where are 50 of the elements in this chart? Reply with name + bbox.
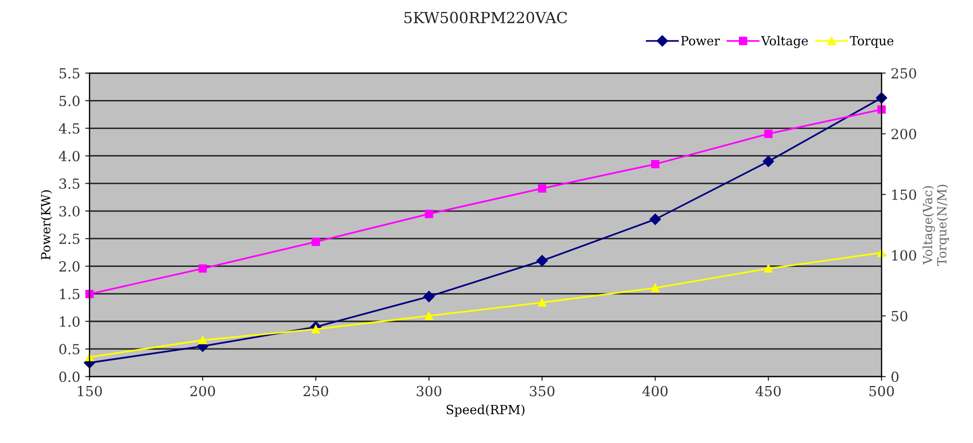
x-tick-label: 250 bbox=[303, 386, 328, 396]
y-tick-label: 3.0 bbox=[59, 206, 80, 217]
y-tick-label: 2.0 bbox=[59, 261, 80, 272]
y2-axis-title: Voltage(Vac) Torque(N/M) bbox=[922, 184, 949, 266]
legend-label: Power bbox=[681, 36, 720, 46]
y2-tick-label: 250 bbox=[892, 68, 916, 79]
y2-tick-label: 200 bbox=[892, 128, 916, 140]
y-tick-label: 5.0 bbox=[60, 96, 80, 106]
point bbox=[651, 160, 660, 168]
point bbox=[424, 312, 434, 320]
point bbox=[650, 214, 661, 225]
chart-title: 5KW500RPM220VAC bbox=[404, 12, 567, 24]
x-axis-title: Speed(RPM) bbox=[446, 404, 524, 417]
y-tick-label: 4.5 bbox=[58, 123, 80, 134]
x-tick-label: 500 bbox=[869, 386, 894, 396]
point bbox=[198, 336, 207, 344]
point bbox=[312, 238, 320, 246]
point bbox=[764, 130, 773, 138]
point bbox=[877, 248, 886, 257]
y-tick-label: 0.5 bbox=[59, 344, 80, 354]
y2-tick-label: 50 bbox=[892, 310, 908, 322]
y-tick-label: 2.5 bbox=[59, 234, 80, 244]
y-axis-title: Power(KW) bbox=[40, 190, 52, 260]
y-tick-label: 1.5 bbox=[60, 288, 80, 300]
x-tick-label: 350 bbox=[530, 386, 554, 396]
point bbox=[85, 352, 94, 362]
point bbox=[764, 264, 773, 273]
point bbox=[762, 156, 774, 167]
y-tick-label: 3.5 bbox=[59, 178, 80, 189]
legend-label: Torque bbox=[850, 36, 894, 48]
y2-tick-label: 100 bbox=[892, 250, 916, 261]
point bbox=[536, 255, 548, 266]
point bbox=[538, 298, 546, 307]
x-tick-label: 400 bbox=[642, 386, 668, 396]
x-tick-label: 200 bbox=[190, 386, 215, 396]
y-tick-label: 0.0 bbox=[59, 372, 80, 382]
x-tick-label: 450 bbox=[756, 386, 781, 396]
y-tick-label: 5.5 bbox=[60, 68, 80, 79]
x-tick-label: 150 bbox=[78, 386, 102, 396]
y-tick-label: 4.0 bbox=[58, 150, 80, 162]
point bbox=[423, 290, 435, 302]
point bbox=[198, 264, 207, 273]
y2-tick-label: 150 bbox=[892, 189, 916, 200]
point bbox=[651, 284, 660, 292]
y-tick-label: 1.0 bbox=[60, 316, 80, 327]
point bbox=[538, 184, 546, 193]
x-tick-label: 300 bbox=[416, 386, 442, 396]
point bbox=[424, 210, 434, 218]
y2-tick-label: 0 bbox=[891, 372, 898, 382]
legend-label: Voltage bbox=[761, 36, 808, 48]
